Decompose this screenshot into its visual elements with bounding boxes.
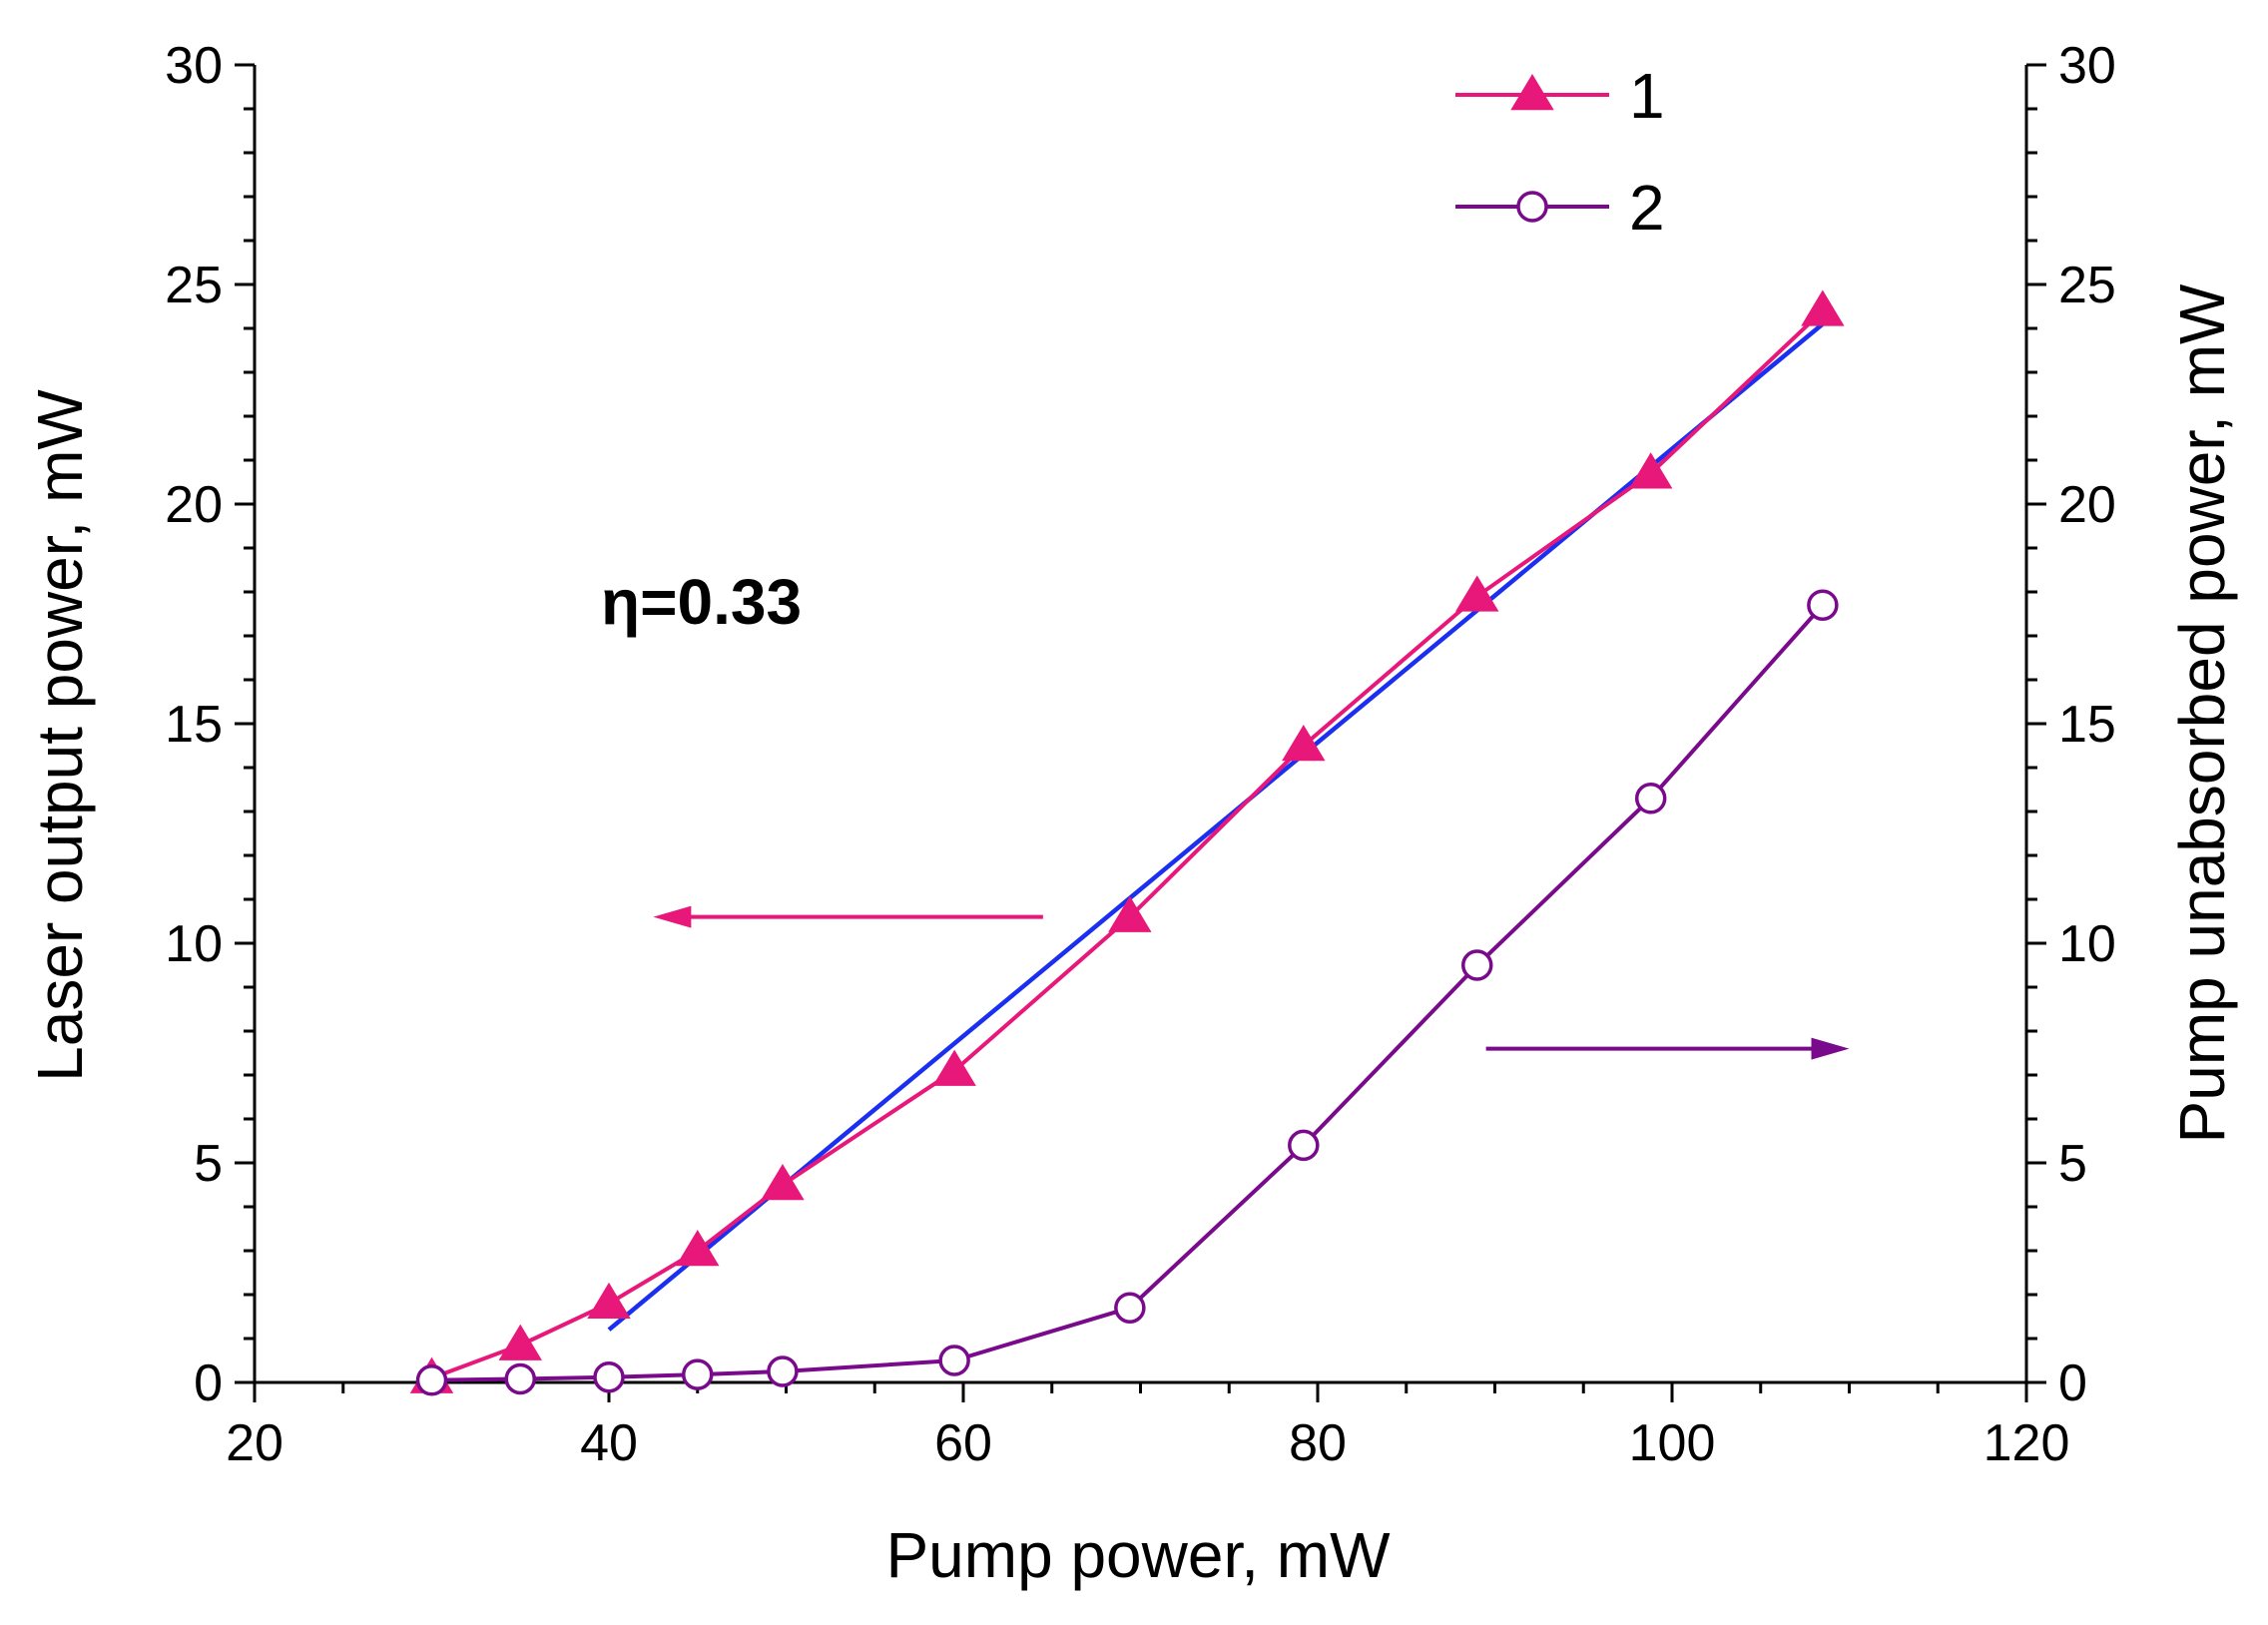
series-2-point bbox=[1461, 949, 1493, 981]
series-2-point bbox=[504, 1362, 536, 1395]
series-1-point bbox=[1455, 575, 1499, 612]
arrows-group bbox=[653, 905, 1850, 1060]
series-group bbox=[409, 289, 1845, 1396]
y-left-tick-label: 0 bbox=[194, 1354, 223, 1412]
series-2-point bbox=[938, 1345, 970, 1376]
y-left-tick-label: 25 bbox=[165, 257, 223, 314]
x-tick-label: 40 bbox=[580, 1414, 638, 1472]
y-left-tick-label: 10 bbox=[165, 915, 223, 973]
series-2-point bbox=[1114, 1292, 1146, 1324]
y-left-tick-label: 30 bbox=[165, 37, 223, 95]
series-1-point bbox=[932, 1049, 976, 1086]
series-1-point bbox=[1282, 725, 1326, 762]
x-axis-title: Pump power, mW bbox=[885, 1519, 1391, 1591]
legend-label-2: 2 bbox=[1629, 172, 1665, 244]
arrow-right-head bbox=[1811, 1037, 1850, 1060]
arrow-left-head bbox=[653, 905, 692, 928]
series-1-point bbox=[1801, 289, 1845, 326]
y-right-tick-label: 15 bbox=[2058, 696, 2116, 754]
series-2-point bbox=[415, 1364, 448, 1396]
series-2-point bbox=[1807, 589, 1839, 621]
series-1-point bbox=[761, 1164, 805, 1201]
y-left-tick-label: 20 bbox=[165, 476, 223, 534]
series-1-line bbox=[430, 308, 1825, 1380]
axes bbox=[253, 65, 2028, 1384]
y-right-tick-label: 0 bbox=[2058, 1354, 2087, 1412]
x-tick-label: 20 bbox=[226, 1414, 284, 1472]
fit-line-group bbox=[607, 321, 1825, 1332]
legend-label-1: 1 bbox=[1629, 60, 1665, 132]
y-axis-right-title: Pump unabsorbed power, mW bbox=[2166, 283, 2238, 1143]
y-axis-left-title: Laser output power, mW bbox=[24, 389, 96, 1082]
x-tick-label: 80 bbox=[1289, 1414, 1347, 1472]
y-right-tick-label: 30 bbox=[2058, 37, 2116, 95]
x-tick-label: 100 bbox=[1629, 1414, 1716, 1472]
y-right-tick-label: 25 bbox=[2058, 257, 2116, 314]
legend bbox=[1455, 74, 1609, 223]
x-tick-label: 60 bbox=[934, 1414, 992, 1472]
y-right-tick-label: 20 bbox=[2058, 476, 2116, 534]
series-2-point bbox=[682, 1358, 714, 1390]
series-1-point bbox=[676, 1230, 720, 1267]
series-2-point bbox=[1288, 1129, 1320, 1162]
y-right-tick-label: 10 bbox=[2058, 915, 2116, 973]
series-1-point bbox=[498, 1324, 542, 1360]
tick-marks bbox=[235, 63, 2046, 1402]
y-left-tick-label: 15 bbox=[165, 696, 223, 754]
series-2-point bbox=[1634, 783, 1667, 814]
y-left-tick-label: 5 bbox=[194, 1135, 223, 1193]
series-1-point bbox=[587, 1282, 631, 1320]
efficiency-annotation: η=0.33 bbox=[601, 566, 802, 638]
legend-marker-1 bbox=[1510, 74, 1554, 111]
legend-marker-2 bbox=[1516, 191, 1548, 223]
y-right-tick-label: 5 bbox=[2058, 1135, 2087, 1193]
series-2-line bbox=[431, 603, 1825, 1382]
fit-line bbox=[607, 321, 1825, 1332]
series-2-point bbox=[593, 1360, 625, 1393]
x-tick-label: 120 bbox=[1984, 1414, 2070, 1472]
series-1-point bbox=[1108, 895, 1152, 932]
series-2-point bbox=[767, 1355, 799, 1387]
series-1-point bbox=[1628, 452, 1673, 489]
